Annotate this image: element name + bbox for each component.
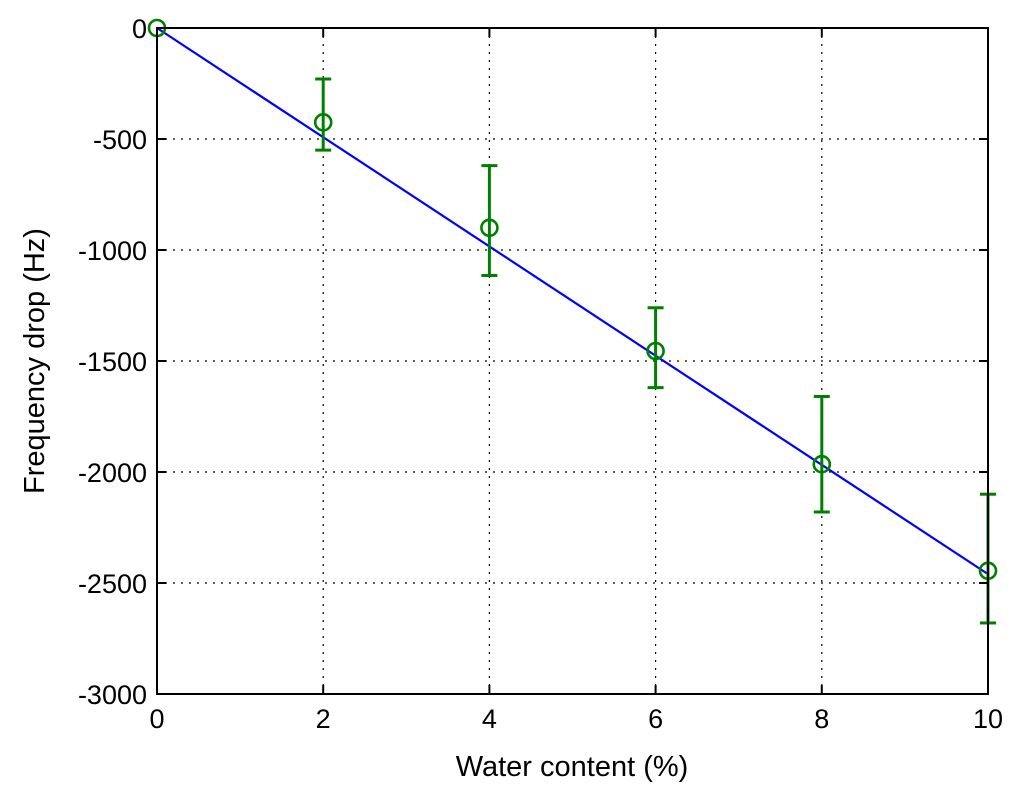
x-tick-label: 10	[973, 704, 1003, 734]
data-point-marker	[812, 454, 832, 474]
plot-frame	[156, 27, 989, 695]
x-tick-label: 8	[814, 704, 829, 734]
y-tick-label: -1000	[78, 236, 147, 266]
x-tick-label: 6	[648, 704, 663, 734]
fit-line-series	[156, 27, 989, 576]
y-tick-label: -500	[93, 125, 147, 155]
y-tick-label: -2000	[78, 458, 147, 488]
errorbar-series	[147, 18, 998, 625]
y-tick-label: -1500	[78, 347, 147, 377]
data-point-marker	[480, 218, 499, 238]
grid-lines	[157, 28, 988, 694]
data-point-marker	[646, 341, 665, 361]
axis-ticks	[156, 27, 989, 695]
y-tick-label: 0	[132, 14, 147, 44]
x-tick-label: 2	[316, 704, 331, 734]
y-tick-label: -3000	[78, 680, 147, 710]
x-tick-label: 4	[482, 704, 497, 734]
y-axis-label: Frequency drop (Hz)	[19, 228, 51, 494]
x-tick-label: 0	[149, 704, 164, 734]
fit-line	[156, 27, 989, 576]
x-axis-label: Water content (%)	[456, 751, 689, 783]
y-tick-label: -2500	[78, 569, 147, 599]
data-point-marker	[313, 113, 333, 132]
x-tick-labels: 0 2 4 6 8 10	[149, 704, 1003, 734]
y-tick-labels: 0 -500 -1000 -1500 -2000 -2500 -3000	[78, 14, 147, 710]
